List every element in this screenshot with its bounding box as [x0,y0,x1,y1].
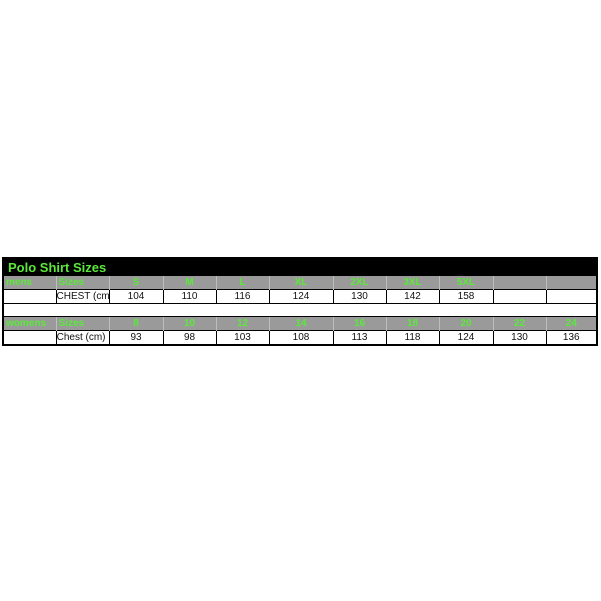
value-cell: 110 [162,289,217,304]
size-chart: Polo Shirt Sizes mens Sizes S M L XL 2XL 3XL 5XL… [2,257,598,346]
header-cell: S [109,276,164,290]
value-cell: 130 [332,289,387,304]
value-cell: 158 [438,289,494,304]
header-cell: XL [269,276,334,290]
header-cell: mens [3,276,57,290]
header-cell: 2XL [333,276,387,290]
value-cell: CHEST (cm) [55,289,110,304]
header-cell [546,276,598,290]
value-cell [545,289,598,304]
value-cell: 118 [385,330,440,346]
value-cell: 116 [215,289,270,304]
spacer-cell [3,303,598,317]
value-cell: 113 [332,330,387,346]
value-cell: 98 [162,330,217,346]
value-cell: 124 [438,330,494,346]
value-cell: 136 [545,330,598,346]
header-cell: 24 [546,316,598,331]
header-cell: 12 [216,316,270,331]
header-cell [493,276,547,290]
header-cell: M [163,276,217,290]
womens-chest-row: Chest (cm) 93 98 103 108 113 118 124 130 136 [2,330,598,346]
value-cell [2,330,57,346]
value-cell [2,289,57,304]
spacer-row [3,303,598,317]
title-row: Polo Shirt Sizes [3,258,597,276]
value-cell: 93 [108,330,164,346]
header-cell: 16 [333,316,387,331]
header-cell: 20 [439,316,494,331]
value-cell: 108 [268,330,334,346]
size-table: Polo Shirt Sizes mens Sizes S M L XL 2XL 3XL 5XL… [2,257,598,346]
header-cell: 14 [269,316,334,331]
table-title: Polo Shirt Sizes [3,258,597,276]
header-cell: 8 [109,316,164,331]
mens-header-row: mens Sizes S M L XL 2XL 3XL 5XL [3,276,598,290]
value-cell [492,289,547,304]
header-cell: Sizes [56,316,110,331]
header-cell: 22 [493,316,547,331]
header-cell: 5XL [439,276,494,290]
womens-header-row: womens Sizes 8 10 12 14 16 18 20 22 24 [3,316,598,331]
header-cell: womens [3,316,57,331]
value-cell: 130 [492,330,547,346]
header-cell: 3XL [386,276,440,290]
header-cell: 10 [163,316,217,331]
header-cell: L [216,276,270,290]
mens-chest-row: CHEST (cm) 104 110 116 124 130 142 158 [2,289,598,304]
header-cell: Sizes [56,276,110,290]
value-cell: 104 [108,289,164,304]
value-cell: 124 [268,289,334,304]
header-cell: 18 [386,316,440,331]
value-cell: 142 [385,289,440,304]
value-cell: Chest (cm) [55,330,110,346]
value-cell: 103 [215,330,270,346]
